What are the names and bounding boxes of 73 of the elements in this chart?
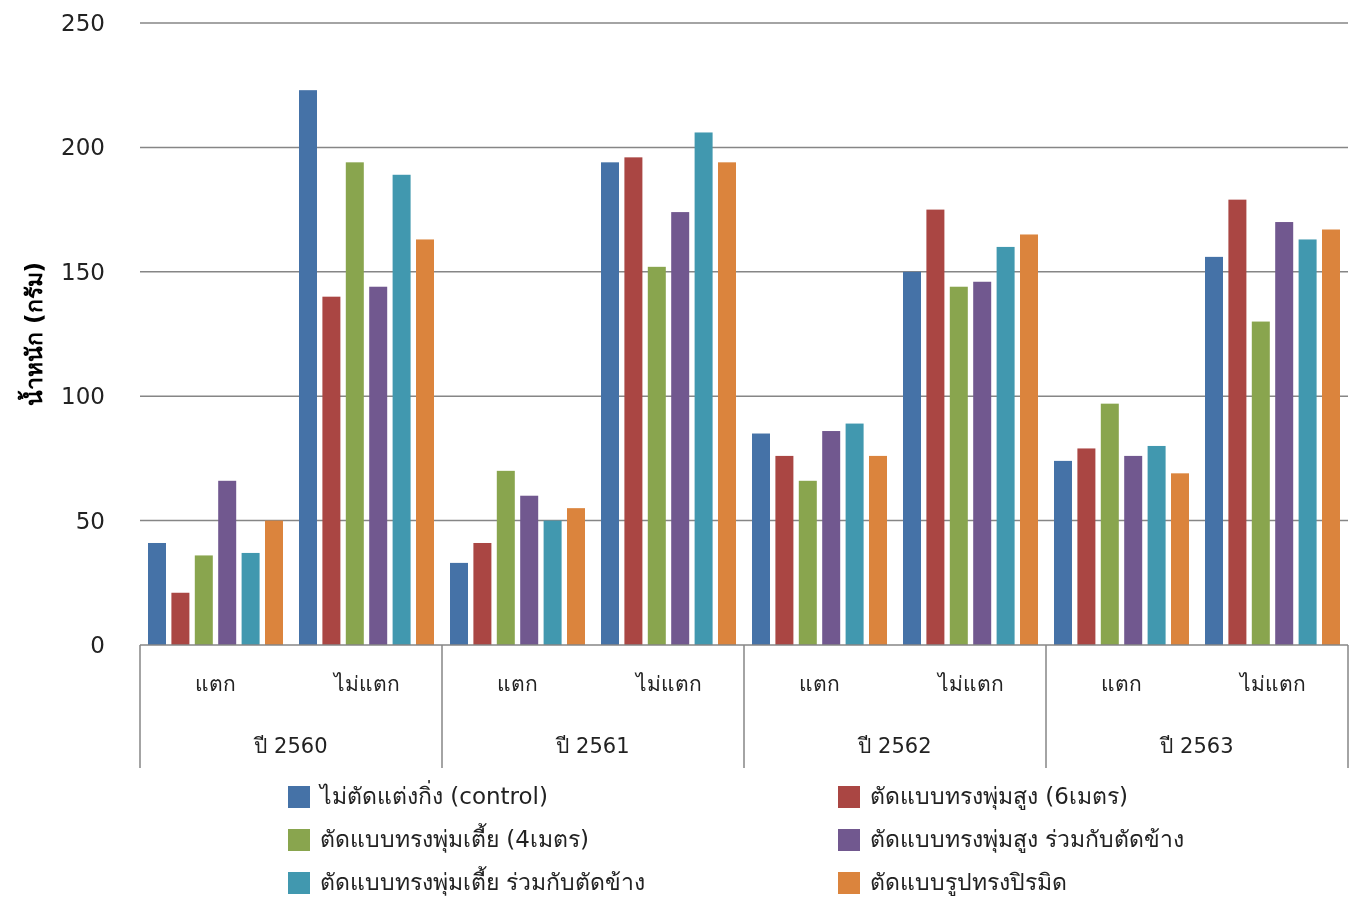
- bar: [798, 480, 817, 645]
- legend-label: ตัดแบบทรงพุ่มสูง ร่วมกับตัดข้าง: [870, 826, 1185, 853]
- y-tick-label: 200: [61, 134, 105, 161]
- bar: [903, 271, 921, 645]
- y-axis-title: น้ำหนัก (กรัม): [17, 261, 47, 407]
- text: ปี 2561: [555, 734, 630, 758]
- legend-label: ตัดแบบรูปทรงปิรมิด: [870, 869, 1067, 896]
- y-tick-label: 100: [61, 383, 105, 410]
- y-tick-label: 50: [75, 507, 105, 534]
- legend-label: ตัดแบบทรงพุ่มสูง (6เมตร): [870, 783, 1128, 810]
- text: ปี 2562: [857, 734, 932, 758]
- bar: [845, 423, 864, 645]
- bar: [543, 520, 562, 645]
- y-tick-label: 150: [61, 258, 105, 285]
- bar: [299, 90, 317, 645]
- bar: [496, 470, 515, 645]
- y-tick-label: 0: [90, 632, 105, 658]
- bar: [647, 266, 666, 645]
- bar: [926, 209, 945, 645]
- x-tick-label: แตก: [799, 672, 840, 696]
- bar: [869, 455, 887, 645]
- bar: [241, 552, 260, 645]
- bar: [392, 174, 411, 645]
- bar: [416, 239, 434, 645]
- text: ปี 2560: [253, 734, 328, 758]
- bar: [1251, 321, 1270, 645]
- x-tick-label: ไม่แตก: [331, 672, 400, 696]
- bar: [171, 592, 190, 645]
- bar: [194, 555, 213, 645]
- legend-label: ตัดแบบทรงพุ่มเตี้ย (4เมตร): [320, 823, 589, 853]
- x-tick-label: แตก: [497, 672, 538, 696]
- bar: [473, 542, 492, 645]
- bar: [1147, 445, 1166, 645]
- x-tick-label: แตก: [195, 672, 236, 696]
- bar: [369, 286, 388, 645]
- bar: [718, 162, 736, 645]
- bar: [1124, 455, 1143, 645]
- bar: [996, 246, 1015, 645]
- bar: [1020, 234, 1038, 645]
- legend-label: ตัดแบบทรงพุ่มเตี้ย ร่วมกับตัดข้าง: [320, 866, 646, 896]
- x-tick-label: ไม่แตก: [1237, 672, 1306, 696]
- x-tick-label: ไม่แตก: [935, 672, 1004, 696]
- bar: [949, 286, 968, 645]
- bar: [450, 562, 468, 645]
- bar: [265, 520, 283, 645]
- y-tick-label: 250: [61, 10, 105, 36]
- bar: [1077, 448, 1096, 645]
- bar: [973, 281, 992, 645]
- bar: [624, 157, 643, 645]
- bar: [148, 542, 166, 645]
- bar: [601, 162, 619, 645]
- bar: [520, 495, 539, 645]
- bar: [1275, 222, 1294, 645]
- bar: [752, 433, 770, 645]
- bar: [1298, 239, 1317, 645]
- bar: [322, 296, 341, 645]
- bar: [1228, 199, 1247, 645]
- bar: [775, 455, 794, 645]
- x-tick-label: ไม่แตก: [633, 672, 702, 696]
- bar: [1054, 460, 1072, 645]
- legend-label: ไม่ตัดแต่งกิ่ง (control): [318, 780, 548, 809]
- text: ปี 2563: [1159, 734, 1234, 758]
- bar: [1171, 473, 1189, 645]
- bar: [1100, 403, 1119, 645]
- x-tick-label: แตก: [1101, 672, 1142, 696]
- bar: [567, 508, 585, 645]
- bar: [218, 480, 237, 645]
- bar: [671, 212, 690, 645]
- bar: [1205, 256, 1223, 645]
- bar: [345, 162, 364, 645]
- bar: [822, 431, 841, 645]
- bar: [694, 132, 713, 645]
- bar: [1322, 229, 1340, 645]
